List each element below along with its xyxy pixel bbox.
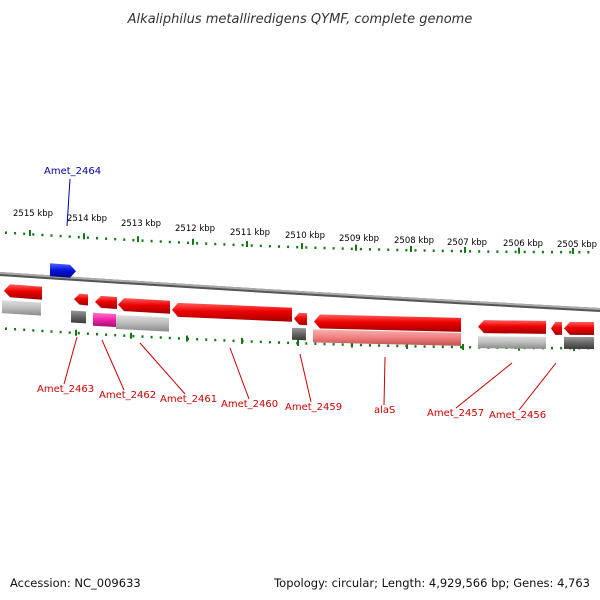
gene-feature-red	[314, 314, 461, 332]
tick-label: 2509 kbp	[339, 234, 379, 244]
gene-labels: Amet_2464 Amet_2463 Amet_2462 Amet_2461 Amet…	[37, 166, 546, 421]
gene-feature-gray	[478, 336, 546, 349]
tick-label: 2506 kbp	[503, 239, 543, 249]
tick-labels: 2515 kbp 2514 kbp 2513 kbp 2512 kbp 2511 kbp…	[13, 209, 597, 250]
tick-label: 2510 kbp	[285, 231, 325, 241]
gene-label[interactable]: Amet_2456	[489, 410, 546, 421]
label-leader-line	[299, 353, 312, 403]
gene-label[interactable]: alaS	[374, 405, 395, 416]
gene-feature-red	[95, 295, 117, 310]
tick-label: 2513 kbp	[121, 219, 161, 229]
label-leader-line	[455, 362, 513, 409]
topology-text: Topology: circular; Length: 4,929,566 bp…	[274, 576, 590, 590]
gene-label[interactable]: Amet_2459	[285, 402, 342, 413]
label-leader-line	[66, 178, 71, 227]
gene-label[interactable]: Amet_2464	[44, 166, 101, 177]
gene-features	[2, 263, 594, 350]
gene-feature-red	[564, 321, 594, 336]
tick-label: 2507 kbp	[447, 238, 487, 248]
gene-feature-red	[478, 320, 546, 334]
gene-feature-gray	[292, 327, 306, 341]
tick-label: 2515 kbp	[13, 209, 53, 219]
gene-feature-red	[172, 302, 292, 322]
label-leader-line	[229, 347, 250, 400]
label-leaders	[63, 178, 557, 411]
gene-label[interactable]: Amet_2461	[160, 394, 217, 405]
gene-feature-red	[118, 298, 170, 314]
tick-label: 2512 kbp	[175, 224, 215, 234]
tick-label: 2514 kbp	[67, 214, 107, 224]
accession-text: Accession: NC_009633	[10, 576, 141, 590]
tick-label: 2511 kbp	[230, 228, 270, 238]
gene-feature-red	[294, 312, 307, 326]
tick-track-bottom	[5, 327, 590, 351]
gene-label[interactable]: Amet_2463	[37, 384, 94, 395]
gene-feature-gray	[2, 300, 41, 316]
gene-feature-gray	[564, 336, 594, 350]
gene-feature-red	[551, 321, 562, 335]
gene-feature-lightred	[313, 329, 461, 346]
gene-feature-gray	[116, 314, 169, 332]
gene-feature-gray	[71, 310, 86, 324]
label-leader-line	[383, 356, 386, 406]
gene-feature-red	[74, 293, 88, 306]
label-leader-line	[101, 339, 125, 391]
backbone	[0, 272, 600, 310]
gene-feature-pink	[93, 312, 116, 327]
label-leader-line	[518, 362, 557, 411]
gene-label[interactable]: Amet_2460	[221, 399, 278, 410]
label-leader-line	[63, 336, 78, 385]
tick-track-top	[5, 229, 590, 254]
map-title: Alkaliphilus metalliredigens QYMF, compl…	[127, 12, 473, 27]
tick-label: 2508 kbp	[394, 236, 434, 246]
gene-label[interactable]: Amet_2462	[99, 390, 156, 401]
tick-label: 2505 kbp	[557, 240, 597, 250]
gene-feature-red	[4, 284, 42, 300]
gene-label[interactable]: Amet_2457	[427, 408, 484, 419]
label-leader-line	[139, 342, 186, 395]
gene-feature-blue	[50, 263, 76, 278]
